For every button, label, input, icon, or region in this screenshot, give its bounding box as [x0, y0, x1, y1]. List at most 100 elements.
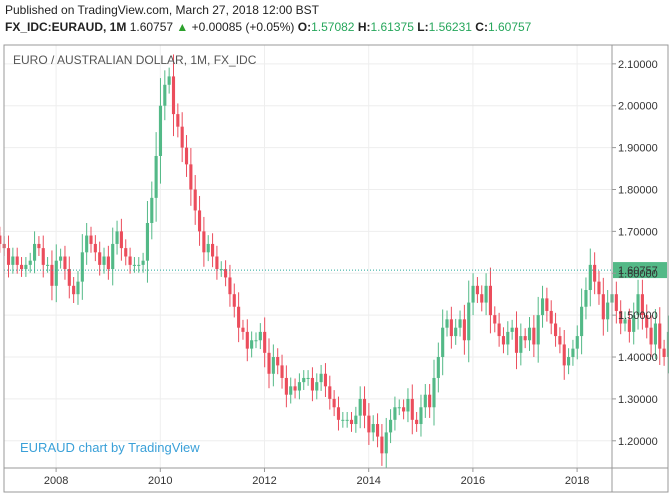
candle-body: [467, 302, 471, 341]
candle-body: [441, 327, 445, 358]
candle-body: [254, 340, 258, 342]
candle-body: [46, 264, 50, 266]
candle-body: [567, 357, 571, 366]
candle-body: [202, 231, 206, 253]
y-tick-label: 1.60000: [618, 268, 658, 280]
candle-body: [72, 285, 76, 295]
candle-body: [237, 306, 241, 328]
candle-body: [250, 340, 254, 349]
candle-body: [493, 315, 497, 324]
high-value: 1.61375: [370, 20, 414, 34]
candle-body: [506, 331, 510, 345]
candle-body: [302, 377, 306, 383]
candle-body: [6, 248, 11, 265]
candle-body: [297, 382, 301, 391]
candle-body: [471, 285, 475, 303]
candle-body: [371, 424, 375, 433]
candle-body: [167, 76, 171, 85]
candle-body: [458, 319, 462, 328]
candle-body: [445, 319, 449, 328]
candle-body: [176, 114, 180, 127]
candle-body: [358, 398, 362, 416]
price-tag-label: 1.60757: [618, 265, 658, 277]
candle-body: [571, 348, 575, 358]
candle-body: [593, 264, 597, 282]
candle-body: [150, 197, 154, 223]
x-tick-label: 2018: [565, 475, 589, 487]
ohlc-header: FX_IDC:EURAUD, 1M 1.60757 ▲ +0.00085 (+0…: [5, 20, 531, 34]
candle-body: [558, 336, 562, 345]
y-tick-label: 2.10000: [618, 59, 658, 71]
candle-body: [462, 319, 466, 341]
candle-body: [263, 331, 267, 353]
triangle-up-icon: ▲: [176, 20, 189, 34]
candle-body: [614, 294, 618, 311]
candle-body: [280, 365, 284, 378]
candle-body: [332, 398, 336, 408]
candle-body: [354, 415, 358, 425]
candle-body: [549, 310, 553, 324]
candle-body: [658, 323, 662, 349]
candle-body: [640, 294, 644, 316]
y-tick-label: 1.30000: [618, 394, 658, 406]
candles[interactable]: [0, 54, 669, 468]
candle-body: [636, 294, 640, 316]
candle-body: [284, 377, 288, 395]
candle-body: [553, 323, 558, 337]
last-price: 1.60757: [129, 20, 174, 34]
candle-body: [184, 147, 189, 165]
high-label: H:: [357, 20, 371, 34]
candle-body: [519, 336, 523, 353]
candle-body: [206, 243, 210, 253]
candle-body: [341, 419, 345, 421]
candle-body: [310, 377, 314, 391]
candle-body: [584, 290, 588, 307]
candle-body: [393, 407, 397, 420]
candle-body: [189, 164, 193, 190]
candle-body: [271, 357, 275, 374]
chart-watermark: EURAUD chart by TradingView: [20, 440, 200, 455]
candle-body: [41, 248, 45, 265]
candle-body: [267, 352, 271, 374]
candle-body: [575, 336, 579, 349]
candle-body: [406, 398, 410, 412]
low-value: 1.56231: [428, 20, 472, 34]
candle-body: [67, 269, 71, 286]
candle-body: [510, 327, 514, 332]
candle-body: [124, 248, 128, 257]
candle-body: [37, 243, 41, 249]
candle-body: [232, 294, 236, 307]
x-tick-label: 2008: [44, 475, 68, 487]
plot-frame: [3, 44, 669, 493]
y-axis: 1.20000 1.30000 1.40000 1.50000 1.60000 1.700…: [612, 59, 658, 448]
candle-body: [15, 256, 19, 265]
candle-body: [623, 319, 627, 324]
candle-body: [24, 264, 28, 270]
candle-body: [163, 84, 167, 106]
candle-body: [545, 298, 549, 311]
candle-body: [410, 398, 414, 420]
candle-body: [606, 302, 610, 320]
candle-body: [111, 243, 115, 270]
candle-body: [315, 382, 319, 391]
candle-body: [428, 394, 432, 408]
y-tick-label: 2.00000: [618, 101, 658, 113]
candle-body: [345, 419, 349, 421]
x-tick-label: 2014: [356, 475, 380, 487]
candle-body: [436, 357, 440, 378]
candle-body: [514, 327, 519, 353]
candle-body: [627, 319, 631, 332]
candle-body: [215, 256, 219, 270]
candle-body: [501, 336, 506, 345]
candle-body: [76, 281, 80, 295]
candle-body: [306, 377, 310, 379]
candle-body: [323, 373, 328, 387]
candle-body: [588, 264, 592, 291]
candle-body: [375, 424, 380, 437]
symbol-label: FX_IDC:EURAUD, 1M: [5, 20, 127, 34]
candle-body: [384, 432, 388, 454]
candle-body: [171, 76, 176, 115]
candle-body: [649, 327, 653, 345]
candle-body: [536, 315, 540, 345]
